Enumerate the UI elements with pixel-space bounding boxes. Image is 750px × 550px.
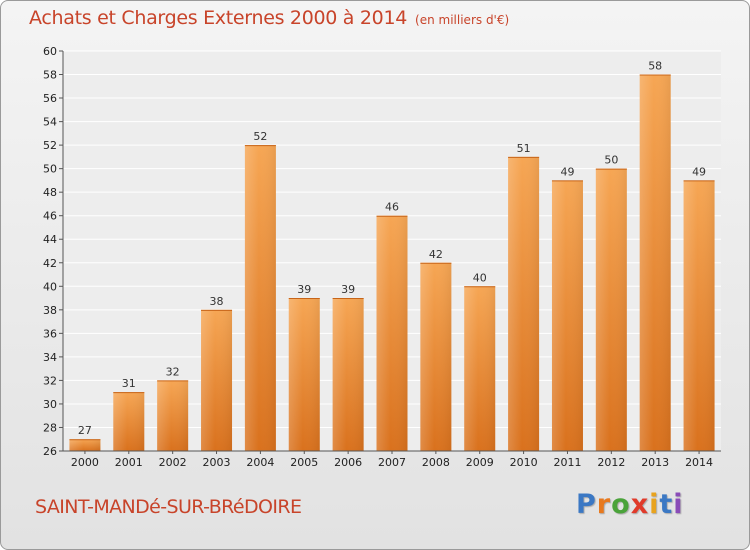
bar-shine [376,215,408,451]
axes: 26 28 30 32 34 36 38 40 42 44 46 48 50 52 54 56 58 60 2000… [43,45,721,469]
data-labels: 27 31 32 38 52 39 39 46 42 40 51 49 50 58 49 [78,60,706,438]
bar-shine [244,145,276,451]
data-label-2011: 49 [560,165,574,178]
logo-letter: P [576,489,597,520]
logo-letter: t [659,489,674,520]
data-label-2000: 27 [78,424,92,437]
x-tick-label: 2008 [422,456,450,469]
bar-shine [69,439,101,451]
data-label-2006: 39 [341,283,355,296]
logo-letter: i [673,489,684,520]
x-tick-label: 2001 [115,456,143,469]
bar-shine [683,180,715,452]
bar-shine [420,262,452,451]
x-tick-label: 2009 [466,456,494,469]
bar-shine [157,380,189,451]
y-tick-label: 26 [43,445,57,458]
x-tick-label: 2011 [553,456,581,469]
y-tick-label: 44 [43,233,57,246]
y-tick-label: 40 [43,280,57,293]
data-label-2013: 58 [648,60,662,73]
bar-shine [595,168,627,451]
bar-shine [508,156,540,451]
y-tick-label: 56 [43,92,57,105]
logo-letter: i [649,489,660,520]
y-tick-label: 32 [43,374,57,387]
y-tick-label: 60 [43,45,57,58]
data-label-2002: 32 [166,365,180,378]
y-tick-label: 30 [43,398,57,411]
y-tick-label: 28 [43,421,57,434]
y-tick-label: 46 [43,210,57,223]
x-tick-label: 2007 [378,456,406,469]
logo-letter: x [630,489,650,520]
bar-shine [551,180,583,452]
x-tick-label: 2012 [597,456,625,469]
y-tick-label: 50 [43,163,57,176]
x-tick-label: 2013 [641,456,669,469]
data-label-2014: 49 [692,165,706,178]
y-tick-label: 34 [43,351,57,364]
logo-letter: o [611,489,631,520]
bar-shine [639,74,671,451]
x-tick-label: 2004 [246,456,274,469]
y-tick-label: 52 [43,139,57,152]
bar-shine [288,298,320,451]
chart-subtitle: (en milliers d'€) [415,13,510,27]
data-label-2005: 39 [297,283,311,296]
data-label-2012: 50 [604,154,618,167]
bar-shine [332,298,364,451]
y-tick-label: 54 [43,116,57,129]
data-label-2009: 40 [473,271,487,284]
y-tick-label: 42 [43,257,57,270]
y-tick-label: 48 [43,186,57,199]
y-tick-label: 58 [43,69,57,82]
commune-name: SAINT-MANDé-SUR-BRéDOIRE [35,496,302,518]
bar-shine [464,286,496,451]
data-label-2007: 46 [385,201,399,214]
x-tick-label: 2000 [71,456,99,469]
chart-title: Achats et Charges Externes 2000 à 2014 (e… [29,7,509,29]
bar-shine [201,309,233,451]
x-tick-label: 2005 [290,456,318,469]
y-tick-label: 38 [43,304,57,317]
data-label-2010: 51 [517,142,531,155]
data-label-2001: 31 [122,377,136,390]
proxiti-logo: Proxiti [576,489,684,520]
bars [69,74,715,452]
data-label-2003: 38 [210,295,224,308]
y-tick-label: 36 [43,327,57,340]
x-tick-label: 2006 [334,456,362,469]
x-tick-label: 2003 [203,456,231,469]
x-tick-label: 2010 [510,456,538,469]
x-tick-label: 2002 [159,456,187,469]
chart-title-text: Achats et Charges Externes 2000 à 2014 [29,7,408,29]
logo-letter: r [596,489,612,520]
bar-shine [113,392,145,451]
data-label-2008: 42 [429,248,443,261]
data-label-2004: 52 [253,130,267,143]
x-tick-label: 2014 [685,456,713,469]
